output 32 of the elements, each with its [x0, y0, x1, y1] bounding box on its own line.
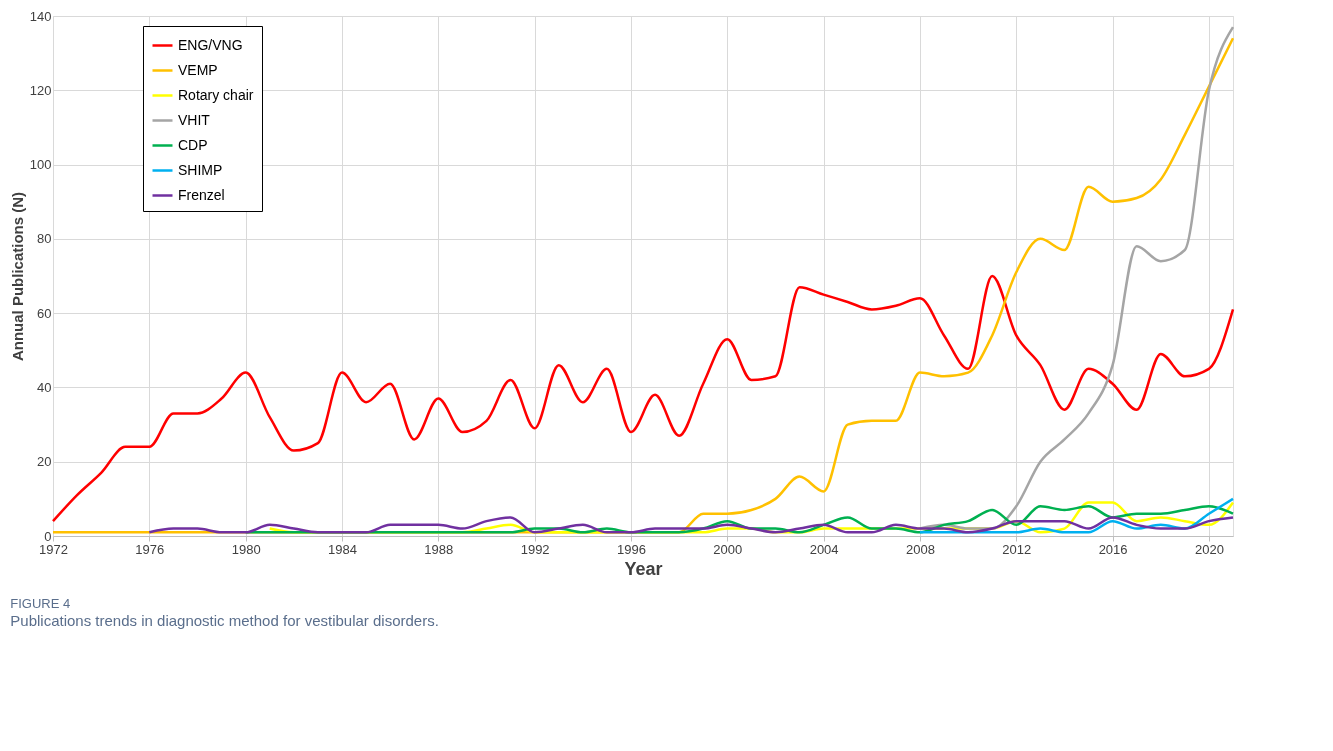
legend-label: VHIT: [178, 111, 211, 128]
caption: FIGURE 4: [10, 596, 71, 611]
x-tick-label: 1976: [135, 541, 165, 557]
y-tick-label: 120: [29, 82, 52, 98]
x-tick-label: 1992: [520, 541, 550, 557]
x-axis-title: Year: [624, 558, 663, 579]
legend-label: Rotary chair: [178, 86, 254, 103]
y-axis-title: Annual Publications (N): [8, 191, 26, 362]
legend-label: SHIMP: [178, 161, 223, 178]
y-tick-label: 100: [29, 157, 52, 173]
x-tick-label: 1984: [328, 541, 357, 557]
y-tick-label: 40: [37, 379, 52, 395]
x-tick-label: 1988: [424, 541, 454, 557]
y-tick-label: 20: [37, 454, 52, 470]
legend-label: Frenzel: [178, 186, 225, 203]
x-tick-label: 2000: [713, 541, 743, 557]
x-tick-label: 2016: [1098, 541, 1128, 557]
x-tick-label: 1972: [39, 541, 68, 557]
y-tick-label: 140: [29, 8, 52, 24]
y-tick-label: 60: [37, 305, 52, 321]
x-tick-label: 1996: [617, 541, 646, 557]
y-tick-label: 0: [44, 528, 52, 544]
legend-label: CDP: [178, 136, 208, 153]
y-tick-label: 80: [37, 231, 52, 247]
x-tick-label: 2008: [905, 541, 935, 557]
legend-label: ENG/VNG: [178, 36, 243, 53]
legend-label: VEMP: [178, 61, 218, 78]
text: Publications trends in diagnostic method for vestibular disorders.: [10, 612, 439, 629]
x-tick-label: 2004: [809, 541, 839, 557]
x-tick-label: 1980: [231, 541, 261, 557]
x-tick-label: 2012: [1002, 541, 1032, 557]
x-tick-label: 2020: [1194, 541, 1224, 557]
